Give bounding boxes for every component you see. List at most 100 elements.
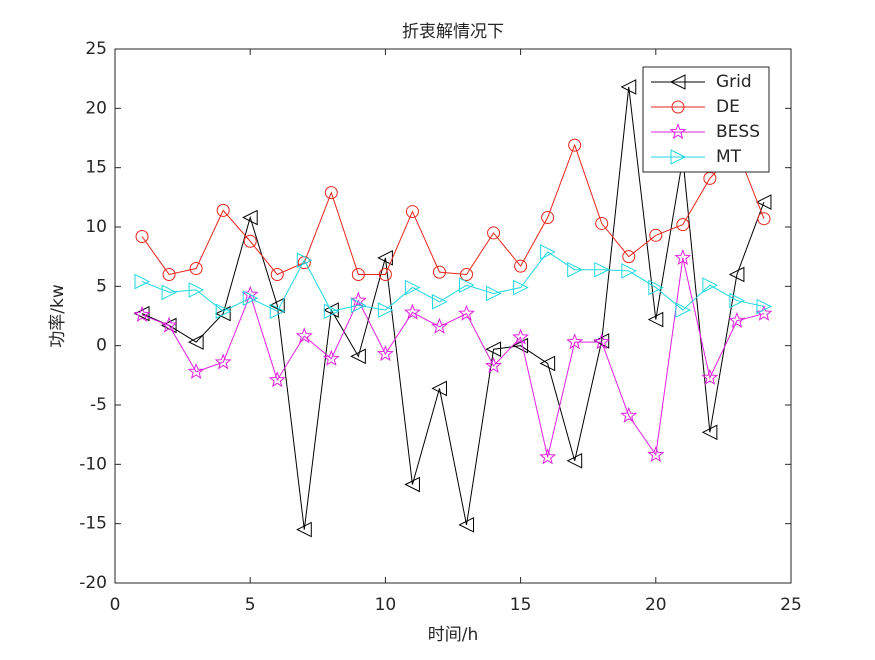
marker [242, 209, 258, 226]
marker [268, 371, 286, 388]
marker [322, 349, 340, 366]
marker [620, 406, 638, 423]
legend-marker [671, 100, 685, 114]
marker [431, 317, 448, 334]
y-tick-label: -20 [79, 573, 107, 593]
marker [189, 262, 203, 276]
y-tick-label: 25 [85, 39, 107, 59]
marker [512, 328, 530, 345]
marker [161, 284, 178, 301]
marker [648, 279, 664, 296]
y-tick-label: 10 [85, 217, 107, 237]
marker [540, 244, 556, 260]
marker [242, 290, 259, 307]
marker [134, 273, 151, 290]
marker [160, 316, 178, 333]
marker [593, 333, 610, 349]
marker [541, 211, 555, 225]
marker [485, 341, 502, 358]
marker [216, 203, 230, 217]
series-line [141, 257, 765, 458]
marker [405, 205, 419, 219]
legend-marker [669, 74, 686, 90]
marker [649, 228, 663, 242]
marker [755, 194, 772, 210]
marker [647, 311, 664, 328]
legend-marker [670, 149, 687, 165]
marker [243, 234, 257, 248]
y-tick-label: -15 [79, 514, 107, 534]
marker [295, 327, 313, 344]
chart-title: 折衷解情况下 [402, 22, 504, 42]
marker [486, 285, 502, 302]
marker [269, 303, 286, 320]
plot [133, 79, 773, 538]
marker [701, 368, 719, 385]
legend-box [642, 66, 770, 173]
marker [432, 265, 446, 279]
marker [593, 333, 611, 350]
marker [323, 303, 340, 320]
y-tick-label: 15 [85, 158, 107, 178]
marker [458, 517, 475, 533]
marker [269, 297, 285, 314]
marker [512, 337, 529, 354]
legend-label: MT [716, 147, 742, 167]
marker [404, 476, 420, 493]
marker [350, 297, 367, 314]
y-tick-label: 20 [85, 98, 107, 118]
marker [568, 138, 582, 152]
marker [621, 263, 637, 279]
marker [135, 229, 149, 243]
legend: Grid DE BESS MT [642, 66, 770, 173]
marker [647, 445, 665, 463]
series-line [141, 251, 765, 312]
marker [187, 362, 205, 379]
marker [756, 298, 773, 315]
y-tick-label: -10 [79, 454, 107, 474]
marker [403, 303, 421, 320]
marker [595, 216, 609, 230]
marker [513, 279, 529, 296]
marker [514, 259, 528, 273]
y-axis-label: 功率/kw [48, 284, 68, 348]
marker [728, 311, 746, 328]
marker [460, 267, 474, 281]
marker [757, 212, 771, 226]
marker [729, 292, 746, 309]
marker [701, 424, 718, 441]
marker [296, 252, 313, 269]
marker [539, 355, 556, 372]
marker [376, 345, 394, 362]
marker [214, 353, 232, 370]
marker [674, 248, 692, 266]
x-tick-label: 15 [510, 595, 532, 615]
marker [675, 302, 691, 318]
x-tick-label: 0 [110, 595, 121, 615]
legend-label: Grid [716, 72, 752, 92]
marker [350, 348, 366, 365]
series-line [141, 143, 765, 276]
legend-marker [669, 123, 687, 140]
marker [215, 303, 232, 320]
marker [566, 333, 584, 350]
marker [703, 171, 717, 185]
y-tick-label: -5 [90, 395, 107, 415]
marker [431, 380, 447, 397]
x-tick-label: 20 [645, 595, 667, 615]
marker [594, 261, 610, 278]
marker [487, 226, 501, 240]
marker [458, 304, 475, 321]
marker [702, 277, 718, 293]
marker [485, 356, 503, 374]
marker [539, 448, 557, 465]
marker [431, 293, 448, 310]
marker [324, 186, 338, 200]
marker [215, 305, 231, 322]
marker [188, 282, 205, 298]
marker [133, 305, 150, 322]
legend-label: DE [716, 97, 740, 117]
marker [377, 302, 394, 318]
